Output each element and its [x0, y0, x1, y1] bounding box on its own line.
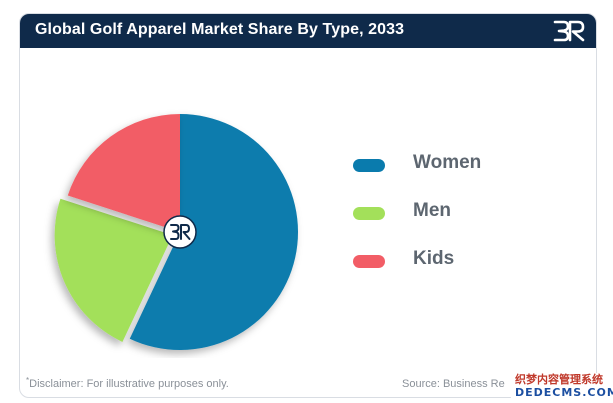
- legend-label-women: Women: [413, 152, 482, 173]
- chart-area: Women Men Kids: [20, 48, 596, 358]
- watermark-line1: 织梦内容管理系统: [515, 373, 603, 386]
- legend-swatch-women: [353, 159, 385, 172]
- disclaimer-label: Disclaimer:: [29, 378, 84, 390]
- chart-card: Global Golf Apparel Market Share By Type…: [19, 13, 597, 398]
- watermark-line2: DEDECMS.COM: [515, 386, 613, 399]
- chart-header: Global Golf Apparel Market Share By Type…: [20, 14, 596, 48]
- pie-slice-kids: [67, 114, 180, 232]
- disclaimer-text: For illustrative purposes only.: [83, 378, 229, 390]
- disclaimer-mark: *: [26, 376, 30, 385]
- brand-logo-icon: [553, 20, 585, 42]
- legend-label-kids: Kids: [413, 248, 455, 269]
- pie-slice-women: [129, 114, 299, 351]
- chart-title: Global Golf Apparel Market Share By Type…: [35, 21, 405, 38]
- source-text: Source: Business Re: [402, 378, 505, 390]
- pie-chart: [54, 114, 299, 351]
- chart-footer: *Disclaimer: For illustrative purposes o…: [20, 376, 596, 396]
- disclaimer: *Disclaimer: For illustrative purposes o…: [26, 376, 229, 390]
- legend-swatch-men: [353, 207, 385, 220]
- watermark: 织梦内容管理系统 DEDECMS.COM: [511, 373, 613, 401]
- pie-slice-men: [54, 198, 173, 342]
- center-logo-icon: [163, 215, 197, 249]
- legend-swatch-kids: [353, 255, 385, 268]
- legend-label-men: Men: [413, 200, 451, 221]
